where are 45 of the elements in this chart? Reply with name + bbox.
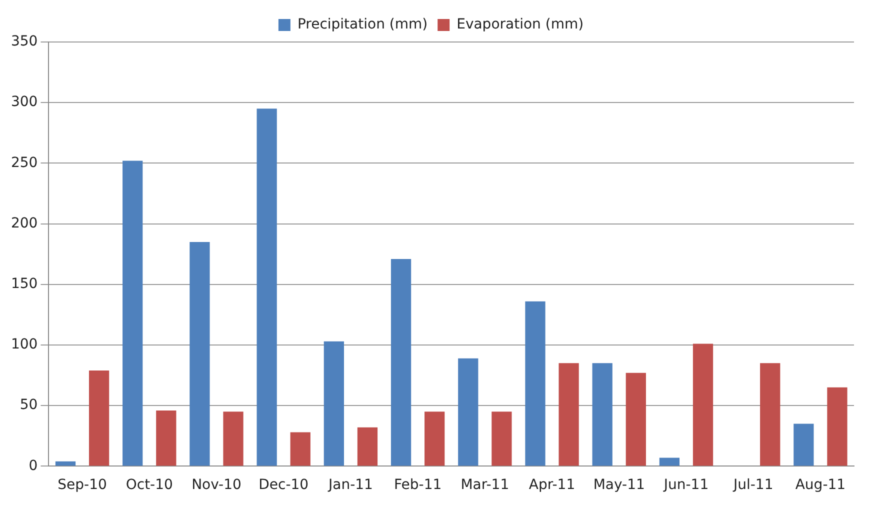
bar [122,160,143,466]
x-tick-label: Aug-11 [795,477,846,494]
x-tick-label: Jun-11 [662,477,709,494]
x-tick-label: May-11 [593,477,645,494]
x-tick-label: Apr-11 [528,477,576,494]
x-tick-label: Jul-11 [732,477,774,494]
bar [827,387,848,466]
legend-label: Evaporation (mm) [456,16,584,33]
bar [492,412,512,466]
y-tick-label: 0 [28,458,38,474]
bar [692,344,714,466]
bar [324,341,344,466]
y-tick-label: 350 [10,34,38,50]
y-tick-label: 200 [10,215,38,232]
y-tick-label: 250 [10,154,38,171]
bar [794,424,814,466]
bar [390,258,412,466]
bar [55,461,76,466]
x-tick-label: Mar-11 [460,477,510,494]
bar [256,108,277,466]
x-tick-label: Nov-10 [192,477,242,494]
legend-label: Precipitation (mm) [297,16,428,33]
bar [290,432,310,466]
bar [592,363,612,466]
bar [190,242,210,466]
bar [88,370,110,466]
bar [558,363,579,466]
x-tick-label: Feb-11 [394,477,442,494]
bar [357,427,378,466]
bar [424,412,445,466]
bar [760,363,780,466]
x-tick-label: Jan-11 [327,477,373,494]
x-tick-label: Dec-10 [258,477,309,494]
bar [626,372,646,466]
x-tick-label: Sep-10 [58,477,107,494]
bar [659,458,680,466]
y-tick-label: 150 [10,276,38,292]
x-tick-label: Oct-10 [126,477,173,494]
y-tick-label: 50 [20,397,38,414]
y-tick-label: 300 [10,94,38,110]
y-tick-label: 100 [10,336,38,353]
bar [223,412,244,466]
bar [156,410,176,466]
bar [525,301,546,466]
bar [458,358,478,466]
